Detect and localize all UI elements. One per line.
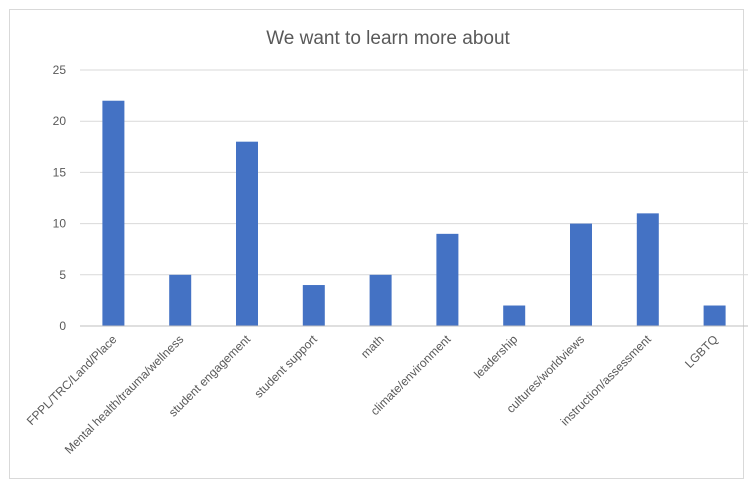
y-tick-label: 25 [53, 63, 67, 77]
chart-area [9, 9, 744, 479]
bar [503, 305, 526, 326]
bar [636, 213, 659, 326]
bar [302, 285, 325, 326]
y-tick-label: 20 [53, 114, 67, 128]
x-category-label: student support [252, 332, 321, 401]
y-tick-label: 5 [59, 268, 66, 282]
bar [169, 274, 192, 326]
gridlines [80, 69, 748, 276]
x-category-label: LGBTQ [682, 332, 721, 371]
y-axis-ticks: 0 5 10 15 20 25 [53, 63, 67, 333]
bar [236, 141, 258, 326]
y-tick-label: 15 [53, 165, 67, 179]
bars [102, 100, 726, 326]
x-category-label: math [358, 332, 387, 361]
bar [570, 223, 592, 326]
y-tick-label: 10 [53, 217, 67, 231]
x-category-label: leadership [471, 332, 520, 381]
bar [369, 274, 392, 326]
y-tick-label: 0 [59, 319, 66, 333]
bar [436, 233, 459, 326]
chart-title: We want to learn more about [266, 28, 510, 49]
bar [102, 100, 125, 326]
x-category-label: Mental health/trauma/wellness [62, 332, 187, 457]
bar [703, 305, 726, 326]
